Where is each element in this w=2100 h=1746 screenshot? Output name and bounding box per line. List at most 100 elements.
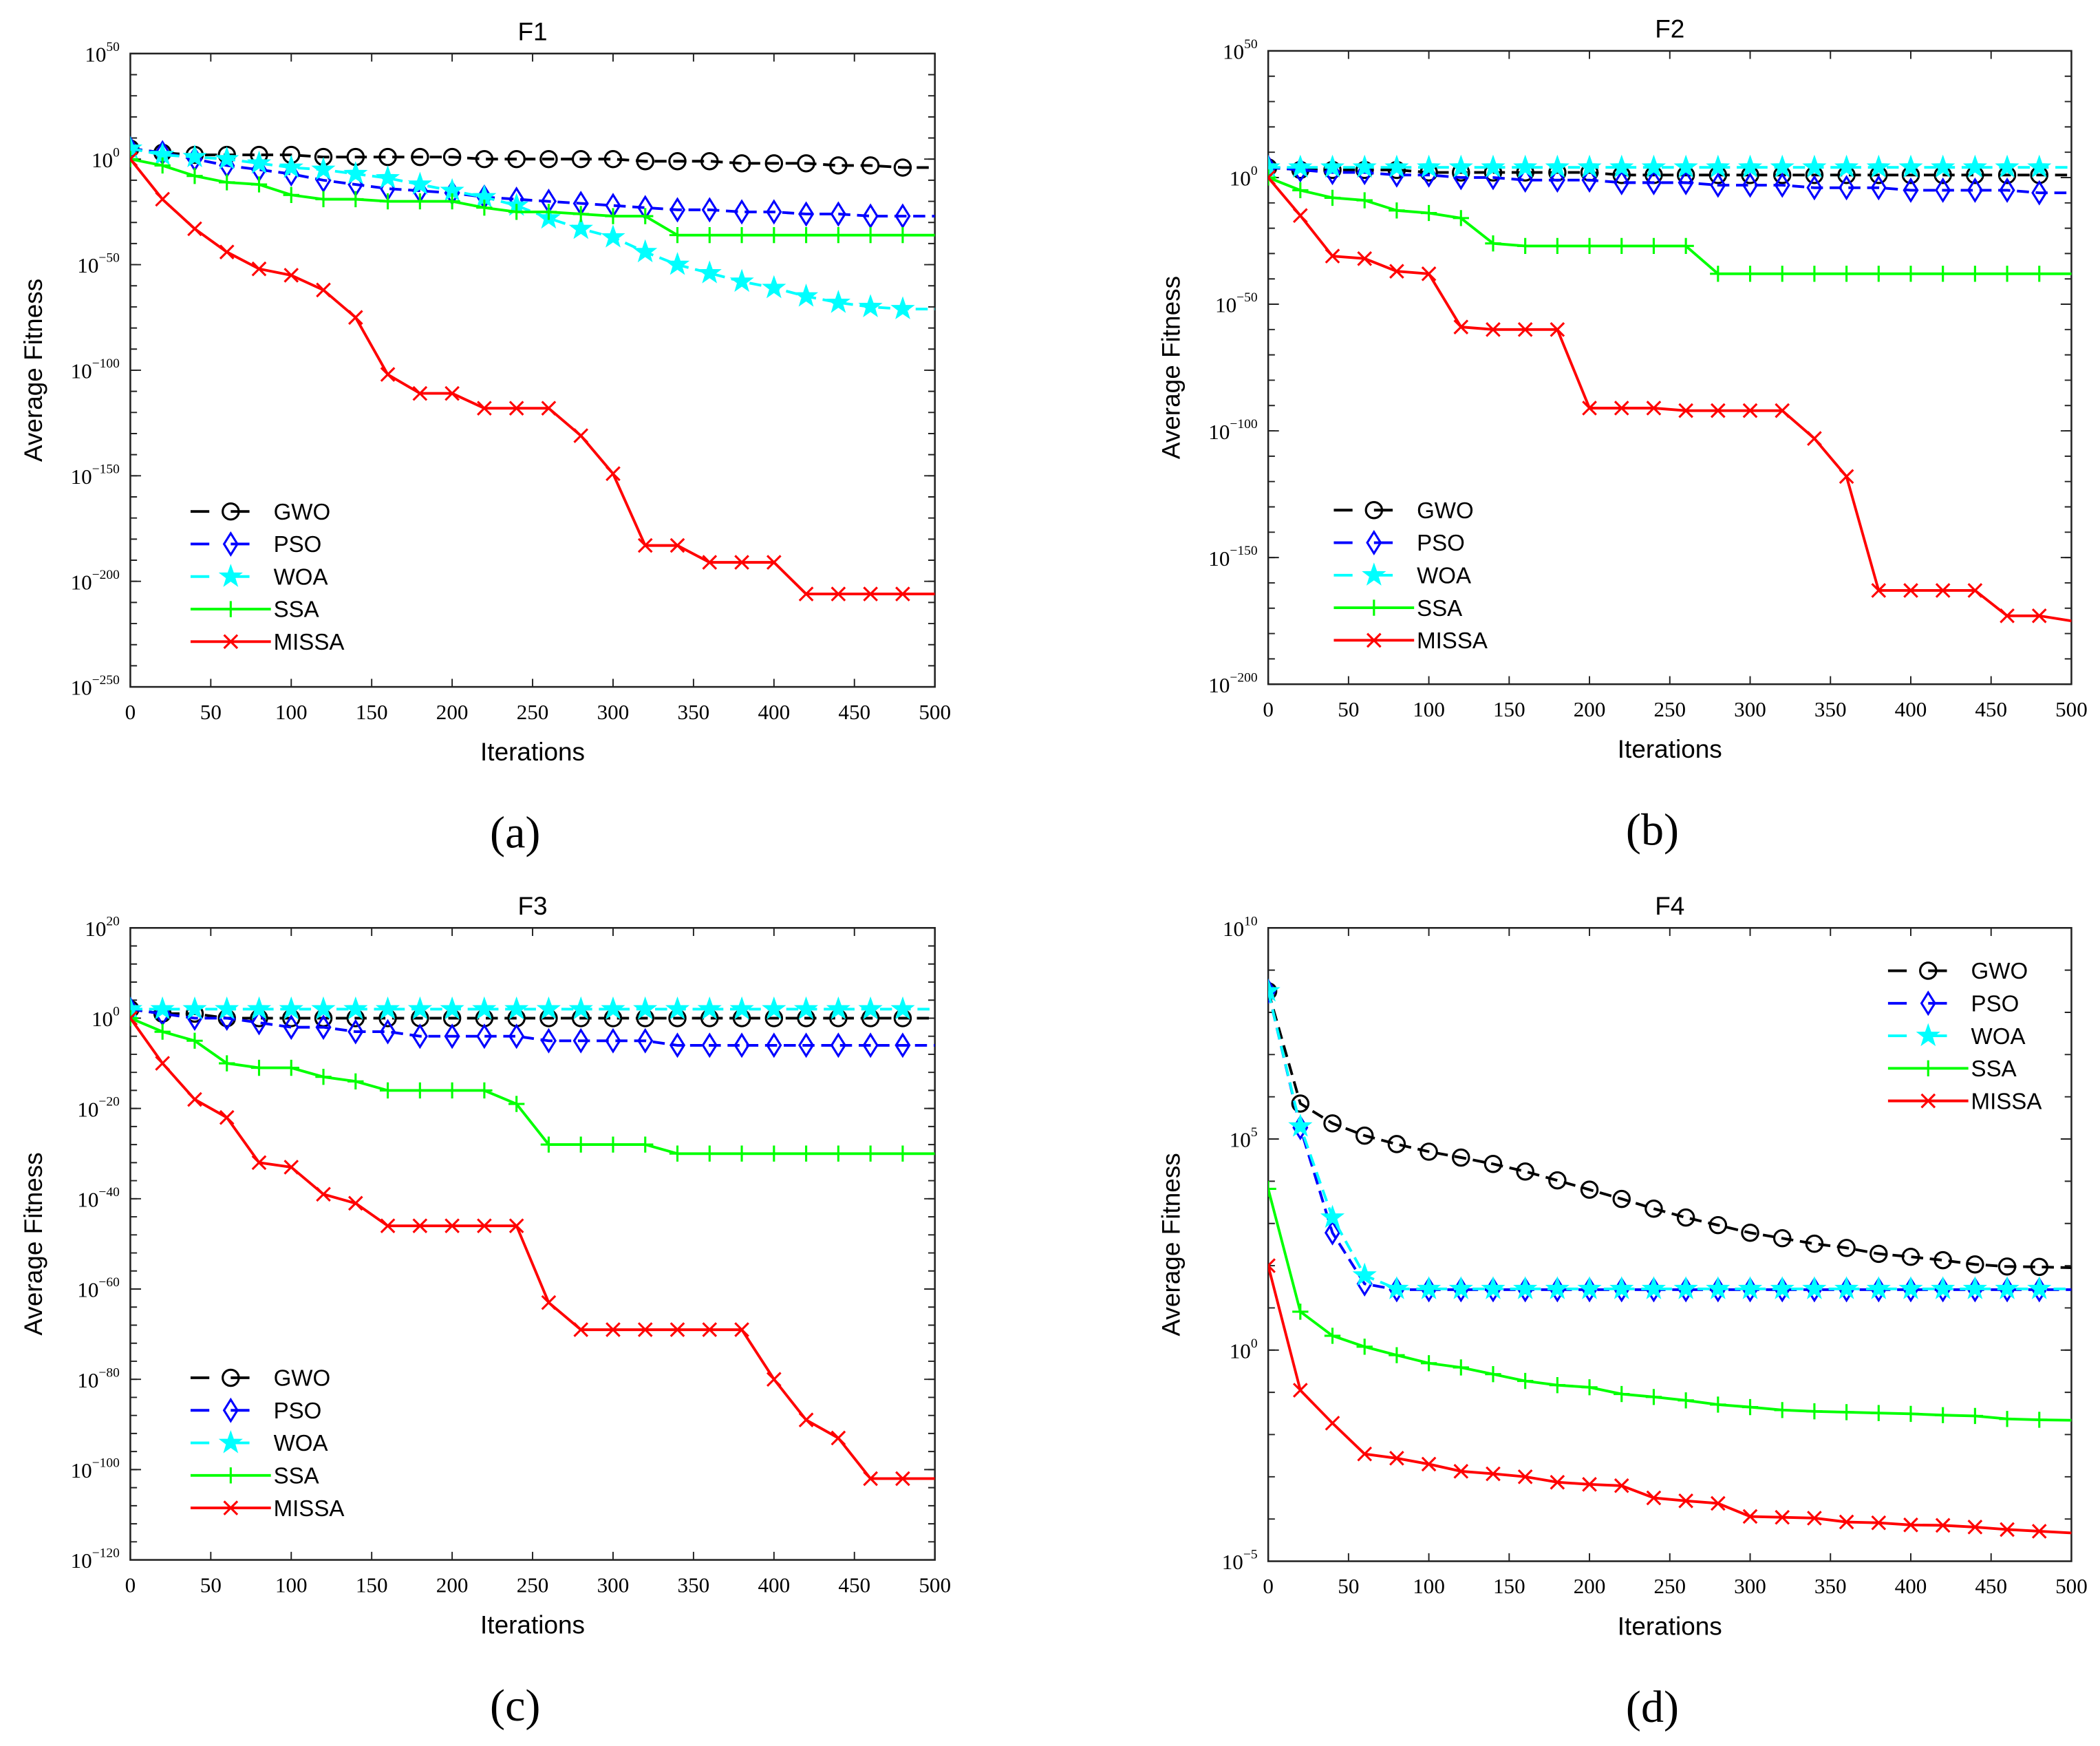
data-point-pso [411,1023,428,1050]
data-point-missa [541,1295,557,1310]
panel-caption: (b) [1626,805,1679,855]
data-point-pso [669,1032,686,1058]
series-line-gwo [130,147,935,169]
data-point-missa [541,401,557,416]
legend-marker-missa [1920,1093,1936,1109]
data-point-missa [1389,1450,1404,1466]
data-point-woa [375,996,400,1020]
data-point-ssa [1292,1303,1309,1320]
y-tick-exponent: −120 [92,1546,120,1561]
data-point-missa [1711,1495,1726,1511]
data-point-pso [669,197,686,223]
data-point-missa [1550,322,1565,337]
y-tick-base: 10 [1215,293,1236,317]
data-point-ssa [1268,169,1276,186]
data-point-pso [1839,175,1855,201]
x-tick-label: 0 [1263,697,1274,721]
data-point-pso [1549,167,1565,193]
data-point-woa [1609,154,1634,178]
data-point-gwo [1612,1189,1631,1209]
x-tick-label: 350 [1814,1574,1847,1598]
data-point-ssa [1742,1398,1759,1416]
y-tick-base: 10 [1208,420,1230,444]
y-tick-label: 10−40 [77,1185,120,1212]
y-tick-base: 10 [92,148,113,172]
y-tick-exponent: −60 [98,1275,119,1290]
y-tick-label: 100 [1230,1337,1258,1363]
data-point-gwo [1452,1148,1470,1167]
panel-caption: (d) [1626,1682,1679,1732]
data-point-ssa [862,226,879,244]
data-point-missa [283,1160,299,1175]
y-tick-base: 10 [71,676,92,700]
legend-item-woa: WOA [190,1430,328,1456]
data-point-missa [1614,401,1629,416]
data-point-pso [894,203,911,229]
data-point-woa [1268,978,1281,1002]
y-tick-label: 1050 [1223,37,1258,64]
y-axis-label: Average Fitness [19,279,47,462]
y-tick-exponent: 20 [106,914,119,928]
x-tick-label: 350 [1814,697,1847,721]
y-tick-base: 10 [71,1458,92,1482]
data-point-missa [1711,403,1726,418]
y-tick-base: 10 [71,465,92,489]
data-point-pso [1774,172,1790,198]
data-point-ssa [797,226,815,244]
data-point-ssa [1517,1372,1534,1390]
legend-label: GWO [1417,498,1474,524]
data-point-ssa [1614,237,1630,255]
data-point-missa [1742,403,1758,418]
legend-item-woa: WOA [190,564,328,590]
legend-item-missa: MISSA [190,630,344,655]
x-tick-label: 250 [1653,697,1686,721]
data-point-woa [1931,1276,1956,1299]
x-tick-label: 200 [1574,1574,1606,1598]
data-point-missa [1807,1511,1822,1526]
data-point-missa [130,1010,138,1026]
data-point-pso [798,201,815,227]
data-point-pso [1742,172,1759,198]
data-point-ssa [1710,1396,1726,1413]
data-point-missa [508,401,524,416]
data-point-pso [798,1032,815,1058]
data-point-missa [130,151,138,167]
legend-marker-woa [218,1430,243,1454]
series-group [130,136,935,601]
data-point-missa [895,586,910,601]
x-tick-label: 150 [356,700,388,724]
x-tick-label: 100 [275,1573,308,1597]
data-point-ssa [2031,266,2048,282]
legend-marker-missa [223,1500,239,1515]
data-point-woa [1995,1276,2019,1299]
data-point-missa [606,466,621,482]
data-point-woa [890,296,915,319]
data-point-woa [1866,1276,1891,1299]
series-line-missa [1268,176,2072,623]
data-point-missa [669,1322,685,1337]
x-tick-label: 0 [1263,1574,1274,1598]
y-tick-exponent: −250 [92,673,120,688]
data-point-missa [1775,1509,1790,1525]
legend-item-gwo: GWO [1333,498,1474,524]
data-point-woa [1770,154,1794,178]
data-point-missa [347,1195,363,1211]
x-tick-label: 250 [1653,1574,1686,1598]
y-tick-exponent: 0 [1251,164,1258,178]
data-point-ssa [1935,266,1951,282]
legend-marker-woa [1362,562,1386,586]
data-point-woa [1770,1276,1794,1299]
y-tick-base: 10 [71,570,92,594]
chart-title: F3 [517,892,547,920]
data-point-ssa [411,1082,429,1099]
chart-panel-f4: 0 50 100 150 200 250 300 350 400 450 5001010105100… [1157,892,2088,1732]
y-tick-label: 10−200 [1208,670,1257,697]
data-point-woa [1673,154,1698,178]
data-point-missa [1453,319,1469,334]
data-point-gwo [861,156,880,175]
data-point-gwo [442,147,462,167]
data-point-missa [1486,322,1501,337]
data-point-ssa [1581,1379,1598,1396]
x-tick-label: 0 [125,1573,136,1597]
data-point-pso [572,1028,589,1054]
